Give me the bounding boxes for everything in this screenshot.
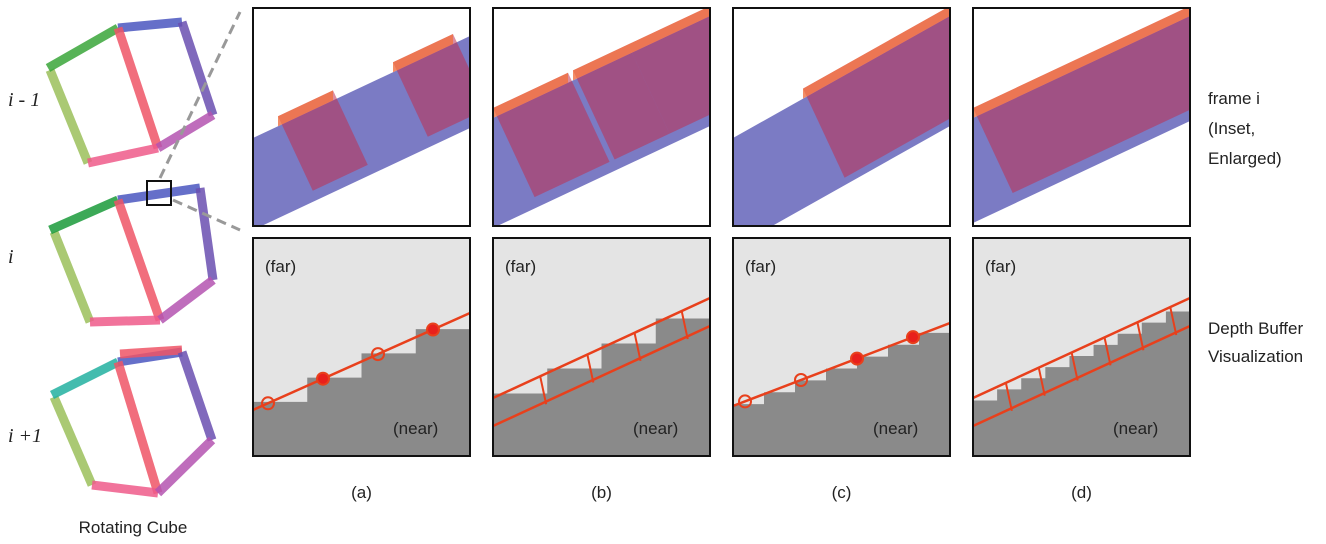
near-label: (near) xyxy=(1113,419,1158,438)
far-label: (far) xyxy=(505,257,536,276)
panel-caption: (c) xyxy=(832,483,852,502)
sample-dot xyxy=(907,331,919,343)
side-label: frame i xyxy=(1208,89,1260,108)
depth-panel: (far) (near) xyxy=(253,238,470,456)
depth-panel: (far) (near) xyxy=(493,238,710,456)
inset-panel xyxy=(733,6,992,248)
cube-current xyxy=(50,12,240,322)
cube-prev xyxy=(48,22,213,163)
panel-caption: (b) xyxy=(591,483,612,502)
inset-content xyxy=(493,6,752,228)
far-label: (far) xyxy=(265,257,296,276)
side-label: (Inset, xyxy=(1208,119,1255,138)
sample-dot xyxy=(317,373,329,385)
cube-caption: Rotating Cube xyxy=(79,518,188,537)
depth-panel: (far) (near) xyxy=(973,238,1190,456)
panel-caption: (d) xyxy=(1071,483,1092,502)
depth-panel: (far) (near) xyxy=(733,238,950,456)
inset-content xyxy=(253,8,488,230)
inset-content xyxy=(733,6,992,248)
panel-caption: (a) xyxy=(351,483,372,502)
inset-content xyxy=(973,6,1230,226)
cube-next xyxy=(52,350,212,493)
far-label: (far) xyxy=(745,257,776,276)
sample-dot xyxy=(851,353,863,365)
near-label: (near) xyxy=(633,419,678,438)
row-label: i - 1 xyxy=(8,89,40,111)
side-label: Enlarged) xyxy=(1208,149,1282,168)
row-label: i +1 xyxy=(8,425,42,447)
far-label: (far) xyxy=(985,257,1016,276)
near-label: (near) xyxy=(873,419,918,438)
side-label: Visualization xyxy=(1208,347,1303,366)
side-label: Depth Buffer xyxy=(1208,319,1303,338)
figure: i - 1 i i +1 Rotating Cube frame i (Inse… xyxy=(0,0,1326,544)
sample-dot xyxy=(427,324,439,336)
inset-panel xyxy=(493,6,752,228)
row-label: i xyxy=(8,246,14,268)
near-label: (near) xyxy=(393,419,438,438)
inset-panel xyxy=(253,8,488,230)
inset-panel xyxy=(973,6,1230,226)
